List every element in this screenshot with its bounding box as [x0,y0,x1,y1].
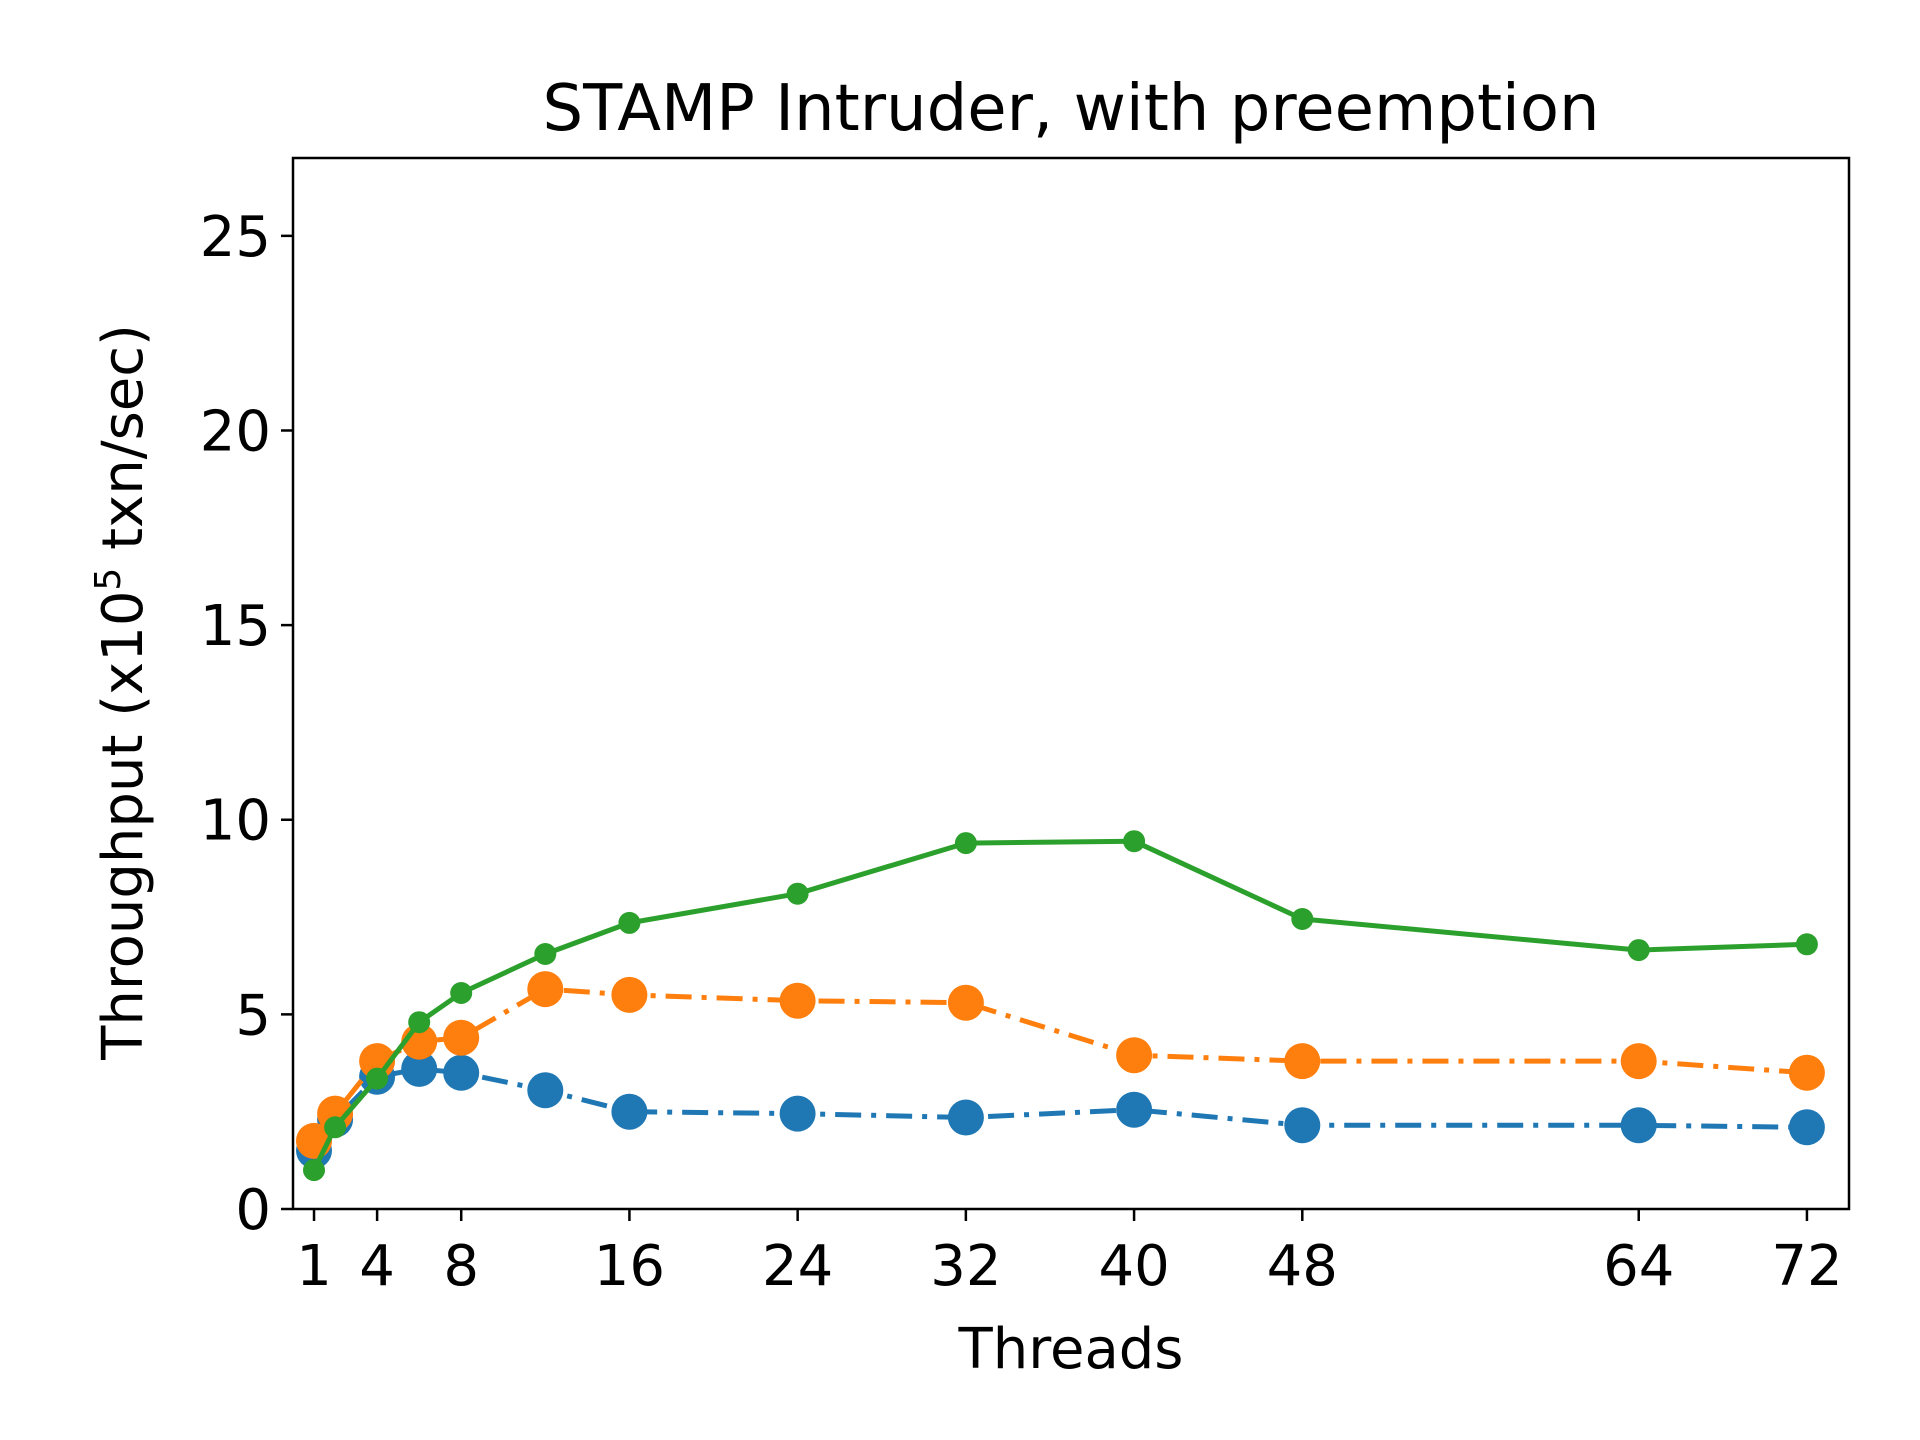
series-1-point [1788,1109,1825,1146]
x-tick-label: 48 [1267,1234,1338,1299]
series-1-point [527,1072,564,1109]
y-axis-label-superscript: 5 [88,568,129,591]
x-axis-label: Threads [958,1317,1184,1382]
series-2-point [1116,1037,1153,1074]
y-axis-label: Throughput (x105 txn/sec) [88,324,156,1061]
y-tick-label: 20 [200,399,271,464]
series-2-line [312,986,1808,1143]
series-3-point [1291,908,1314,930]
series-2-point [779,982,816,1019]
series-2-point [947,984,984,1021]
series-1-point [779,1095,816,1132]
x-tick-label: 1 [296,1234,332,1299]
series-2-point [611,976,648,1013]
y-axis-label-main: Throughput (x10 [91,591,156,1061]
y-tick-label: 25 [200,205,271,270]
y-tick-label: 10 [200,789,271,854]
series-1-point [443,1054,480,1091]
y-tick-label: 0 [235,1178,271,1243]
series-2-point [1620,1043,1657,1080]
y-tick-label: 15 [200,594,271,659]
series-3-point [303,1159,325,1182]
series-3-point [1123,830,1146,853]
x-tick-label: 4 [359,1234,395,1299]
y-tick-label: 5 [235,983,271,1048]
series-3-point [1795,933,1818,956]
x-tick-label: 32 [930,1234,1001,1299]
series-3-point [324,1116,347,1139]
series-1-point [1620,1107,1657,1144]
series-1-point [1116,1091,1153,1128]
series-1-point [401,1050,438,1087]
series-1-point [611,1093,648,1130]
x-tick-label: 64 [1603,1234,1674,1299]
series-3-point [534,943,557,965]
series-2-point [1284,1043,1321,1080]
series-3-point [366,1067,389,1090]
series-3-line [311,838,1807,1172]
series-1-point [1284,1107,1321,1144]
x-tick-label: 72 [1771,1234,1842,1299]
series-3-point [618,911,641,934]
chart-title: STAMP Intruder, with preemption [542,72,1599,146]
series-2-point [443,1019,480,1056]
series-3-point [450,982,473,1004]
series-2-point [1788,1054,1825,1091]
plot-frame [291,156,1851,1211]
y-axis-label-rest: txn/sec) [91,324,156,568]
series-3-point [954,832,977,855]
series-1-point [947,1099,984,1136]
series-3-point [786,882,809,905]
x-tick-label: 24 [762,1234,833,1299]
x-tick-label: 40 [1098,1234,1169,1299]
x-tick-label: 16 [594,1234,665,1299]
x-tick-label: 8 [443,1234,479,1299]
series-3-point [1627,939,1650,962]
series-3-point [408,1011,431,1034]
series-2-point [527,971,564,1008]
